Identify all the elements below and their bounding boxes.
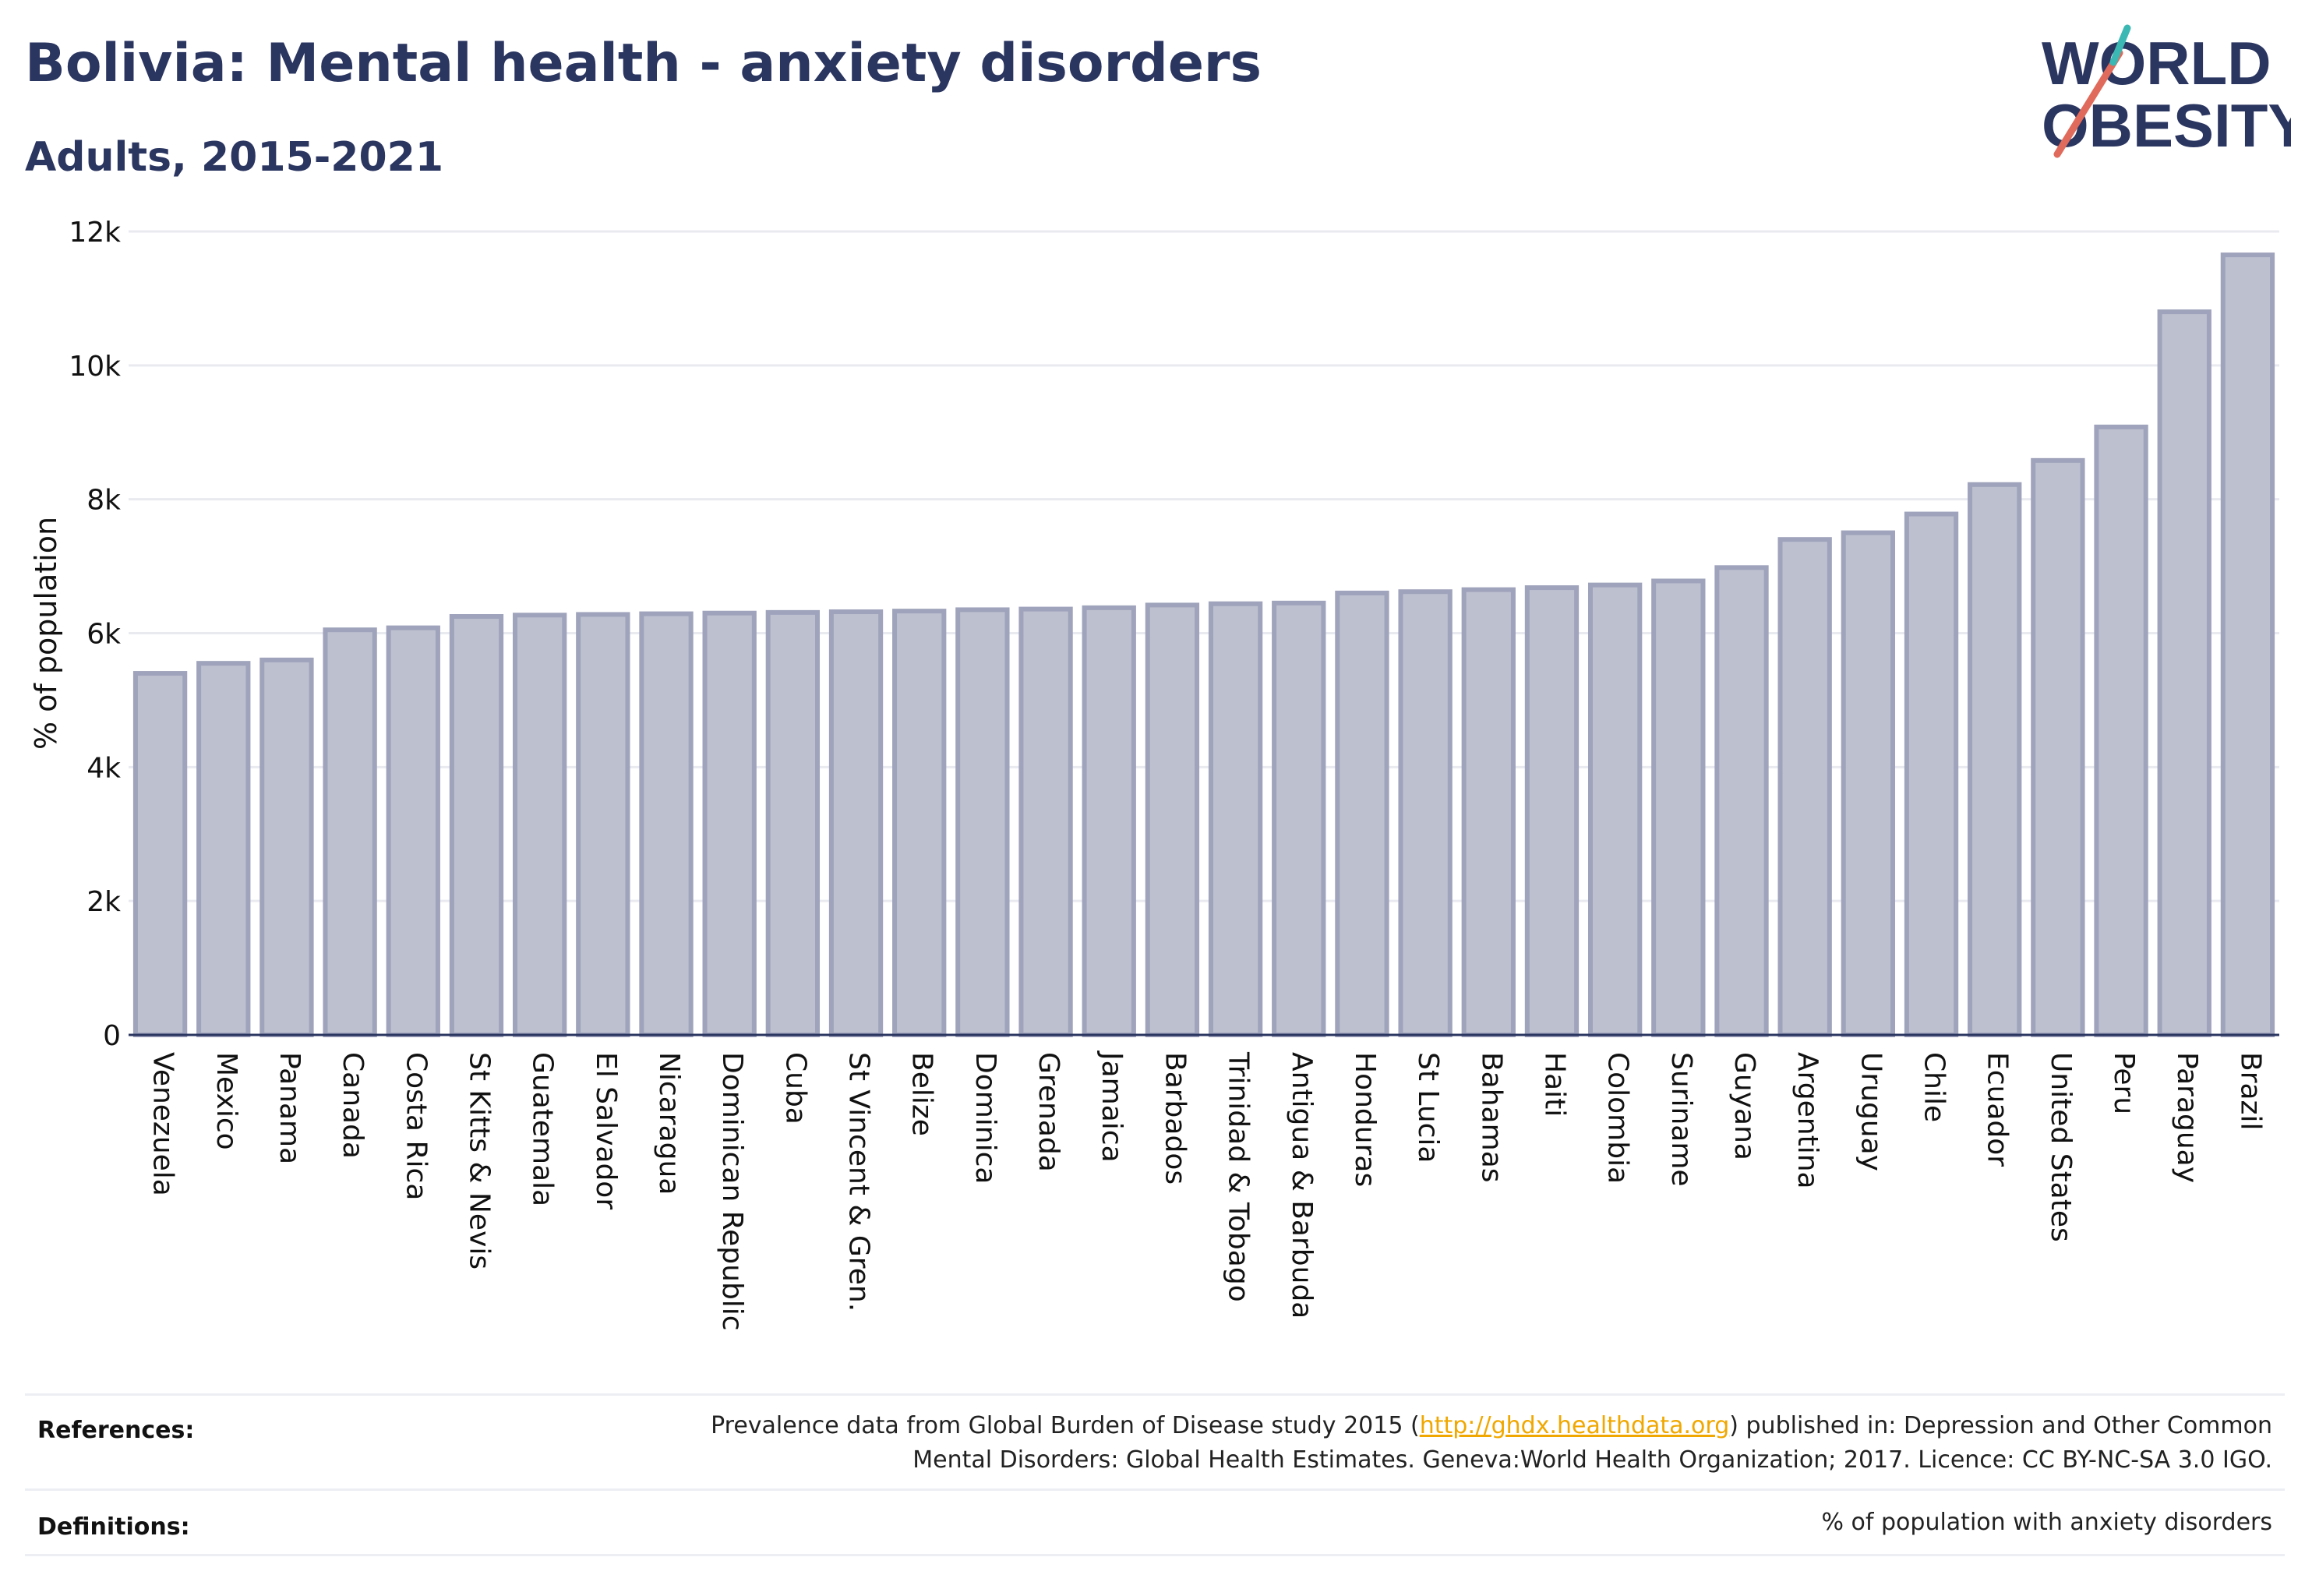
bar [449, 614, 504, 1037]
x-tick-label: Cuba [779, 1052, 811, 1125]
x-tick-label: El Salvador [590, 1052, 622, 1209]
x-tick-label: Peru [2108, 1052, 2140, 1114]
y-tick-label: 10k [69, 351, 121, 383]
x-tick-label: Mexico [210, 1052, 242, 1150]
bar [1335, 590, 1389, 1037]
x-tick-label: Bahamas [1475, 1052, 1507, 1183]
x-tick-label: St Vincent & Gren. [843, 1052, 875, 1312]
bar [639, 611, 694, 1037]
x-tick-label: Colombia [1602, 1052, 1634, 1184]
bar [512, 613, 567, 1037]
definitions-text: % of population with anxiety disorders [1821, 1509, 2272, 1536]
logo-slash-red [2053, 49, 2123, 158]
x-tick-label: Nicaragua [653, 1052, 685, 1195]
bar [2094, 424, 2148, 1037]
x-tick-label: St Lucia [1412, 1052, 1444, 1163]
bar [1524, 585, 1580, 1037]
x-tick-label: Chile [1918, 1052, 1950, 1122]
x-tick-label: United States [2045, 1052, 2077, 1242]
y-tick-label: 6k [86, 619, 121, 651]
bar [892, 609, 947, 1037]
bar [1145, 602, 1200, 1037]
bar [955, 607, 1010, 1037]
definitions-label: Definitions: [37, 1513, 190, 1541]
bar [1018, 606, 1073, 1037]
x-tick-label: Costa Rica [400, 1052, 432, 1200]
y-tick-label: 12k [69, 217, 121, 249]
y-tick-label: 2k [86, 886, 121, 918]
bar [132, 671, 188, 1037]
bar [1651, 578, 1706, 1037]
x-tick-label: Antigua & Barbuda [1286, 1052, 1318, 1319]
x-tick-label: Dominica [969, 1052, 1001, 1185]
bar-chart: 0 2k 4k 6k 8k 10k 12k Venezuela Mexico Panama Can… [29, 217, 2279, 1331]
bar [1398, 589, 1453, 1037]
bar [828, 609, 884, 1037]
bar [2031, 457, 2085, 1037]
bar [386, 625, 440, 1037]
bar [259, 657, 314, 1037]
bar [702, 610, 757, 1037]
bar [1587, 582, 1643, 1037]
footer-divider-top [25, 1393, 2285, 1396]
x-tick-label: Haiti [1538, 1052, 1570, 1117]
bars [132, 252, 2275, 1038]
bar [1208, 601, 1263, 1037]
logo-slash-teal [2109, 24, 2131, 66]
bar [765, 609, 821, 1037]
x-tick-label: Venezuela [147, 1052, 179, 1196]
bar [2220, 252, 2275, 1037]
x-tick-label: Grenada [1032, 1052, 1064, 1172]
bar [1461, 587, 1516, 1037]
references-text: Prevalence data from Global Burden of Di… [711, 1409, 2272, 1478]
x-tick-label: Guyana [1728, 1052, 1760, 1160]
chart-title: Bolivia: Mental health - anxiety disorde… [25, 33, 1262, 94]
x-tick-label: Suriname [1665, 1052, 1697, 1187]
world-obesity-logo: WORLD OBESITY [2026, 22, 2305, 170]
x-tick-label: Argentina [1791, 1052, 1823, 1189]
y-tick-label: 4k [86, 752, 121, 784]
bar [1968, 482, 2022, 1037]
bar [1082, 605, 1136, 1037]
x-tick-label: Canada [337, 1052, 369, 1159]
bar [2157, 309, 2211, 1038]
x-tick-label: Guatemala [527, 1052, 559, 1206]
x-tick-label: Paraguay [2171, 1052, 2203, 1183]
x-tick-label: Brazil [2234, 1052, 2266, 1130]
x-tick-label: Ecuador [1982, 1052, 2014, 1167]
x-tick-label: Honduras [1349, 1052, 1381, 1187]
references-text-before: Prevalence data from Global Burden of Di… [711, 1412, 1420, 1439]
bar [1904, 511, 1959, 1037]
x-tick-label: Dominican Republic [716, 1052, 748, 1331]
x-tick-label: Uruguay [1855, 1052, 1887, 1171]
footer-divider-bottom [25, 1554, 2285, 1556]
x-tick-label: St Kitts & Nevis [463, 1052, 495, 1269]
bar [1841, 530, 1896, 1037]
x-tick-label: Trinidad & Tobago [1223, 1051, 1255, 1302]
bar [323, 627, 377, 1037]
x-tick-label: Belize [906, 1052, 938, 1136]
chart-subtitle: Adults, 2015-2021 [25, 134, 444, 181]
footer-divider-middle [25, 1488, 2285, 1491]
y-tick-label: 0 [103, 1020, 121, 1052]
references-text-after: ) published in: Depression and Other Com… [1729, 1412, 2272, 1439]
bar [1777, 537, 1832, 1037]
bar [196, 661, 251, 1037]
x-tick-label: Jamaica [1096, 1050, 1128, 1163]
logo-line1: WORLD [2042, 29, 2271, 97]
y-axis-label: % of population [29, 517, 63, 750]
x-axis-ticks: Venezuela Mexico Panama Canada Costa Rica St … [147, 1050, 2267, 1331]
x-tick-label: Barbados [1159, 1052, 1191, 1185]
x-tick-label: Panama [274, 1052, 305, 1164]
y-tick-label: 8k [86, 485, 121, 517]
references-link[interactable]: http://ghdx.healthdata.org [1419, 1412, 1730, 1439]
references-line2: Mental Disorders: Global Health Estimate… [912, 1446, 2272, 1474]
references-label: References: [37, 1417, 195, 1444]
y-axis-ticks: 0 2k 4k 6k 8k 10k 12k [69, 217, 121, 1052]
bar [1272, 600, 1326, 1037]
bar [1714, 565, 1769, 1037]
bar [576, 612, 630, 1037]
